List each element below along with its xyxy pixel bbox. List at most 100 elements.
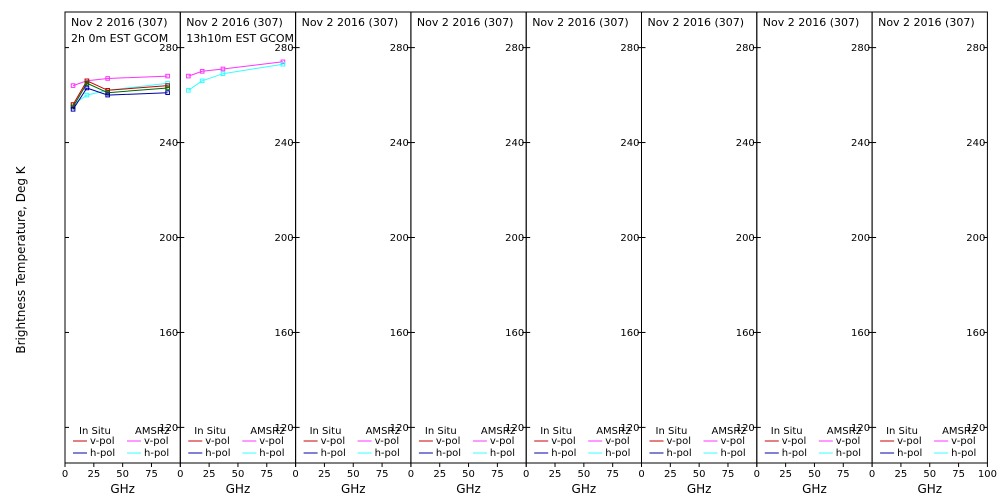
data-point-marker — [70, 107, 76, 112]
legend-amsr2-title: AMSR2 — [481, 426, 516, 437]
y-tick-label: 240 — [620, 138, 639, 149]
x-tick-label: 50 — [116, 469, 129, 480]
x-tick-label: 50 — [808, 469, 821, 480]
data-point-marker — [70, 83, 76, 88]
legend-insitu-title: In Situ — [79, 426, 111, 437]
panel-title: Nov 2 2016 (307) — [71, 16, 168, 29]
legend-insitu-hpol-label: h-pol — [782, 448, 807, 459]
x-axis-label: GHz — [687, 482, 712, 496]
x-axis-label: GHz — [572, 482, 597, 496]
legend-insitu-title: In Situ — [656, 426, 688, 437]
x-tick-label: 25 — [203, 469, 216, 480]
legend-amsr2-title: AMSR2 — [596, 426, 631, 437]
data-point-marker — [105, 76, 110, 81]
panel-title: Nov 2 2016 (307) — [648, 16, 745, 29]
panel-3: Nov 2 2016 (307) 120 160 200 240 280 0 25 50 75 GH… — [292, 11, 412, 496]
legend-amsr2-vpol-label: v-pol — [721, 436, 746, 447]
x-tick-label: 25 — [895, 469, 908, 480]
y-tick-label: 200 — [159, 233, 178, 244]
x-tick-label: 75 — [952, 469, 965, 480]
series-line — [188, 61, 283, 77]
y-tick-label: 120 — [390, 423, 409, 434]
legend-amsr2-title: AMSR2 — [135, 426, 170, 437]
legend-amsr2-vpol-label: v-pol — [144, 436, 169, 447]
y-tick-label: 240 — [275, 138, 294, 149]
data-point-marker — [84, 78, 90, 84]
y-tick-label: 280 — [736, 43, 755, 54]
data-point-marker — [165, 90, 170, 96]
data-point-marker — [199, 69, 205, 74]
x-tick-label: 25 — [433, 469, 446, 480]
legend-insitu-vpol-label: v-pol — [321, 436, 346, 447]
legend-amsr2-hpol-label: h-pol — [490, 448, 515, 459]
legend-amsr2-title: AMSR2 — [366, 426, 401, 437]
legend-amsr2-vpol-label: v-pol — [490, 436, 515, 447]
x-tick-label: 50 — [462, 469, 475, 480]
data-point-marker — [105, 92, 110, 98]
y-tick-label: 120 — [851, 423, 870, 434]
legend-insitu-vpol-label: v-pol — [551, 436, 576, 447]
panel-subtitle: 2h 0m EST GCOM — [71, 32, 168, 45]
data-point-marker — [84, 85, 90, 91]
data-point-marker — [165, 80, 170, 86]
x-axis-label: GHz — [226, 482, 251, 496]
legend-insitu-title: In Situ — [310, 426, 342, 437]
x-tick-label: 25 — [318, 469, 331, 480]
x-tick-label: 25 — [549, 469, 562, 480]
legend-insitu-hpol-label: h-pol — [551, 448, 576, 459]
series-line — [72, 80, 168, 105]
panel-title: Nov 2 2016 (307) — [763, 16, 860, 29]
panel-8: Nov 2 2016 (307) 120 160 200 240 280 0 25 50 75 10… — [869, 11, 997, 496]
y-tick-label: 240 — [966, 138, 985, 149]
x-tick-label: 0 — [754, 469, 760, 480]
y-tick-label: 160 — [390, 328, 409, 339]
y-tick-label: 160 — [620, 328, 639, 339]
legend-amsr2-title: AMSR2 — [827, 426, 862, 437]
legend-insitu-title: In Situ — [771, 426, 803, 437]
x-tick-label: 0 — [869, 469, 875, 480]
legend-amsr2-title: AMSR2 — [712, 426, 747, 437]
legend-amsr2-hpol-label: h-pol — [259, 448, 284, 459]
legend-insitu-vpol-label: v-pol — [782, 436, 807, 447]
x-axis-label: GHz — [110, 482, 135, 496]
y-tick-label: 280 — [275, 43, 294, 54]
legend-insitu-hpol-label: h-pol — [436, 448, 461, 459]
y-tick-label: 280 — [390, 43, 409, 54]
panel-7: Nov 2 2016 (307) 120 160 200 240 280 0 25 50 75 GH… — [754, 11, 873, 496]
y-tick-label: 200 — [851, 233, 870, 244]
panel-4: Nov 2 2016 (307) 120 160 200 240 280 0 25 50 75 GH… — [408, 11, 527, 496]
x-tick-label: 25 — [664, 469, 677, 480]
y-tick-label: 120 — [159, 423, 178, 434]
y-tick-label: 240 — [736, 138, 755, 149]
legend-insitu-hpol-label: h-pol — [897, 448, 922, 459]
x-tick-label: 0 — [523, 469, 529, 480]
x-tick-label: 100 — [978, 469, 997, 480]
x-tick-label: 50 — [693, 469, 706, 480]
legend-insitu-vpol-label: v-pol — [90, 436, 115, 447]
x-tick-label: 75 — [376, 469, 389, 480]
data-point-marker — [280, 61, 286, 67]
legend-amsr2-hpol-label: h-pol — [721, 448, 746, 459]
x-tick-label: 50 — [577, 469, 590, 480]
panels-group: Nov 2 2016 (307) 2h 0m EST GCOM 120 160 200 2… — [62, 11, 997, 496]
legend-amsr2-title: AMSR2 — [250, 426, 285, 437]
y-tick-label: 240 — [505, 138, 524, 149]
legend-insitu-hpol-label: h-pol — [321, 448, 346, 459]
legend-amsr2-hpol-label: h-pol — [836, 448, 861, 459]
panel-title: Nov 2 2016 (307) — [532, 16, 629, 29]
legend-insitu-vpol-label: v-pol — [436, 436, 461, 447]
y-tick-label: 200 — [620, 233, 639, 244]
legend-amsr2-vpol-label: v-pol — [375, 436, 400, 447]
x-axis-label: GHz — [802, 482, 827, 496]
data-point-marker — [165, 73, 170, 79]
y-tick-label: 280 — [159, 43, 178, 54]
series-line — [188, 63, 283, 91]
series-line — [72, 82, 168, 106]
x-tick-label: 50 — [232, 469, 245, 480]
panel-5: Nov 2 2016 (307) 120 160 200 240 280 0 25 50 75 GH… — [523, 11, 643, 496]
legend-insitu-title: In Situ — [425, 426, 457, 437]
x-axis-label: GHz — [341, 482, 366, 496]
legend-amsr2-hpol-label: h-pol — [375, 448, 400, 459]
panel-subtitle: 13h10m EST GCOM — [186, 32, 294, 45]
